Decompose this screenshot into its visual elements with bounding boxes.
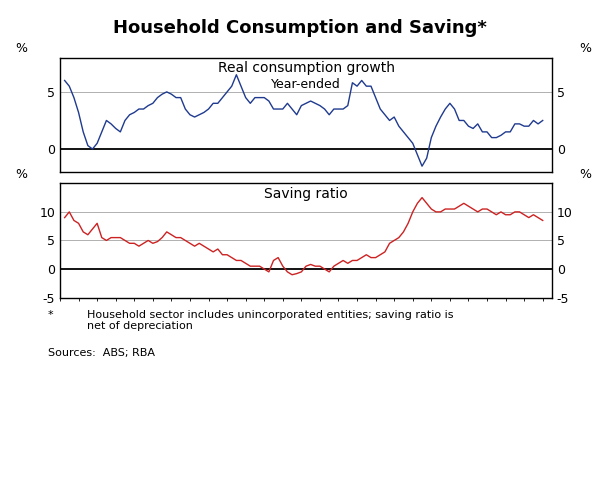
Text: Household sector includes unincorporated entities; saving ratio is
net of deprec: Household sector includes unincorporated… (87, 310, 454, 331)
Text: Saving ratio: Saving ratio (264, 187, 348, 201)
Text: Sources:  ABS; RBA: Sources: ABS; RBA (48, 348, 155, 358)
Text: Real consumption growth: Real consumption growth (218, 61, 395, 75)
Text: %: % (16, 42, 28, 55)
Text: Year-ended: Year-ended (271, 78, 341, 91)
Text: Household Consumption and Saving*: Household Consumption and Saving* (113, 19, 487, 37)
Text: %: % (16, 168, 28, 181)
Text: %: % (579, 42, 591, 55)
Text: *: * (48, 310, 53, 320)
Text: %: % (579, 168, 591, 181)
